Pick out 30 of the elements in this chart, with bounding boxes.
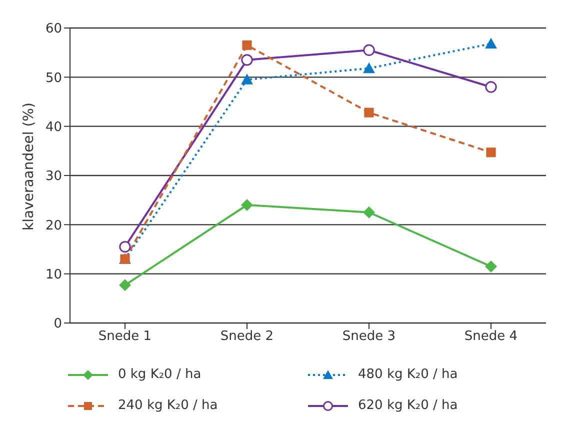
point [363,206,375,218]
legend-label: 620 kg K₂0 / ha [358,398,458,413]
point [363,62,375,74]
point [485,260,497,272]
point [119,240,131,253]
point [485,81,497,93]
y-tick-label: 0 [54,316,62,332]
y-tick-label: 50 [45,70,62,86]
point [363,44,375,56]
y-tick-label: 40 [45,120,62,135]
y-tick-label: 60 [45,22,62,37]
point [486,148,496,158]
x-tick-label: Snede 4 [464,329,518,344]
point [364,108,374,118]
point [241,199,253,211]
y-tick-label: 10 [45,267,62,282]
legend-label: 240 kg K₂0 / ha [118,398,218,413]
point [119,279,131,292]
y-tick-label: 20 [45,218,62,234]
point [241,74,253,84]
point [485,38,497,49]
x-tick-label: Snede 1 [98,329,152,344]
point [241,54,253,66]
legend-label: 0 kg K₂0 / ha [118,367,202,382]
x-tick-label: Snede 2 [220,329,274,344]
legend-label: 480 kg K₂0 / ha [358,367,458,382]
y-axis-title: klaveraandeel (%) [20,102,37,230]
y-tick-label: 30 [45,169,62,184]
x-tick-label: Snede 3 [342,329,396,344]
point [242,40,252,50]
